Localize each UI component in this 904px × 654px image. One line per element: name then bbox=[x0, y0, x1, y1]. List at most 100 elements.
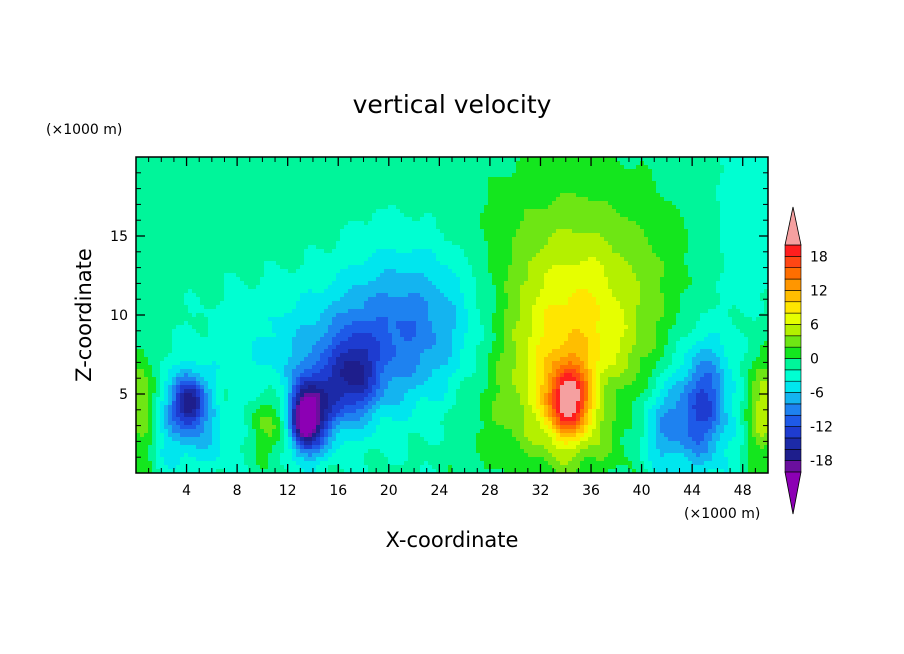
field-cell bbox=[740, 257, 745, 262]
field-cell bbox=[296, 229, 301, 234]
field-cell bbox=[416, 201, 421, 206]
field-cell bbox=[588, 181, 593, 186]
field-cell bbox=[764, 173, 769, 178]
field-cell bbox=[440, 209, 445, 214]
field-cell bbox=[204, 157, 209, 162]
field-cell bbox=[352, 273, 357, 278]
field-cell bbox=[376, 189, 381, 194]
field-cell bbox=[408, 205, 413, 210]
field-cell bbox=[228, 265, 233, 270]
field-cell bbox=[524, 273, 529, 278]
field-cell bbox=[700, 205, 705, 210]
field-cell bbox=[616, 161, 621, 166]
field-cell bbox=[152, 217, 157, 222]
field-cell bbox=[164, 205, 169, 210]
field-cell bbox=[572, 253, 577, 258]
field-cell bbox=[648, 261, 653, 266]
field-cell bbox=[252, 193, 257, 198]
field-cell bbox=[472, 229, 477, 234]
field-cell bbox=[456, 273, 461, 278]
field-cell bbox=[304, 253, 309, 258]
field-cell bbox=[672, 197, 677, 202]
field-cell bbox=[480, 189, 485, 194]
field-cell bbox=[340, 201, 345, 206]
field-cell bbox=[432, 169, 437, 174]
field-cell bbox=[504, 249, 509, 254]
field-cell bbox=[740, 229, 745, 234]
field-cell bbox=[696, 205, 701, 210]
field-cell bbox=[368, 253, 373, 258]
field-cell bbox=[580, 217, 585, 222]
field-cell bbox=[716, 257, 721, 262]
field-cell bbox=[640, 229, 645, 234]
field-cell bbox=[228, 173, 233, 178]
field-cell bbox=[308, 209, 313, 214]
field-cell bbox=[760, 237, 765, 242]
field-cell bbox=[528, 157, 533, 162]
field-cell bbox=[692, 241, 697, 246]
field-cell bbox=[428, 161, 433, 166]
field-cell bbox=[328, 205, 333, 210]
field-cell bbox=[736, 185, 741, 190]
field-cell bbox=[472, 177, 477, 182]
field-cell bbox=[296, 245, 301, 250]
field-cell bbox=[624, 217, 629, 222]
field-cell bbox=[672, 201, 677, 206]
field-cell bbox=[736, 241, 741, 246]
field-cell bbox=[228, 209, 233, 214]
field-cell bbox=[156, 189, 161, 194]
field-cell bbox=[208, 181, 213, 186]
field-cell bbox=[336, 177, 341, 182]
field-cell bbox=[724, 197, 729, 202]
field-cell bbox=[660, 169, 665, 174]
field-cell bbox=[540, 169, 545, 174]
field-cell bbox=[380, 185, 385, 190]
field-cell bbox=[228, 177, 233, 182]
field-cell bbox=[272, 205, 277, 210]
field-cell bbox=[332, 249, 337, 254]
field-cell bbox=[344, 189, 349, 194]
field-cell bbox=[292, 201, 297, 206]
field-cell bbox=[396, 257, 401, 262]
field-cell bbox=[420, 169, 425, 174]
field-cell bbox=[572, 197, 577, 202]
field-cell bbox=[328, 273, 333, 278]
field-cell bbox=[704, 193, 709, 198]
field-cell bbox=[156, 257, 161, 262]
field-cell bbox=[452, 257, 457, 262]
field-cell bbox=[696, 253, 701, 258]
field-cell bbox=[620, 277, 625, 282]
field-cell bbox=[732, 237, 737, 242]
field-cell bbox=[156, 253, 161, 258]
field-cell bbox=[300, 161, 305, 166]
field-cell bbox=[660, 185, 665, 190]
field-cell bbox=[428, 213, 433, 218]
field-cell bbox=[264, 181, 269, 186]
field-cell bbox=[504, 165, 509, 170]
field-cell bbox=[700, 229, 705, 234]
field-cell bbox=[612, 261, 617, 266]
field-cell bbox=[276, 213, 281, 218]
field-cell bbox=[488, 281, 493, 286]
field-cell bbox=[388, 257, 393, 262]
field-cell bbox=[144, 209, 149, 214]
field-cell bbox=[428, 277, 433, 282]
field-cell bbox=[200, 233, 205, 238]
field-cell bbox=[244, 281, 249, 286]
field-cell bbox=[740, 217, 745, 222]
field-cell bbox=[220, 245, 225, 250]
field-cell bbox=[476, 241, 481, 246]
field-cell bbox=[272, 257, 277, 262]
field-cell bbox=[736, 213, 741, 218]
field-cell bbox=[672, 161, 677, 166]
field-cell bbox=[452, 277, 457, 282]
field-cell bbox=[140, 201, 145, 206]
field-cell bbox=[652, 229, 657, 234]
field-cell bbox=[540, 201, 545, 206]
field-cell bbox=[280, 193, 285, 198]
field-cell bbox=[236, 273, 241, 278]
field-cell bbox=[604, 273, 609, 278]
field-cell bbox=[308, 233, 313, 238]
field-cell bbox=[404, 225, 409, 230]
field-cell bbox=[212, 261, 217, 266]
